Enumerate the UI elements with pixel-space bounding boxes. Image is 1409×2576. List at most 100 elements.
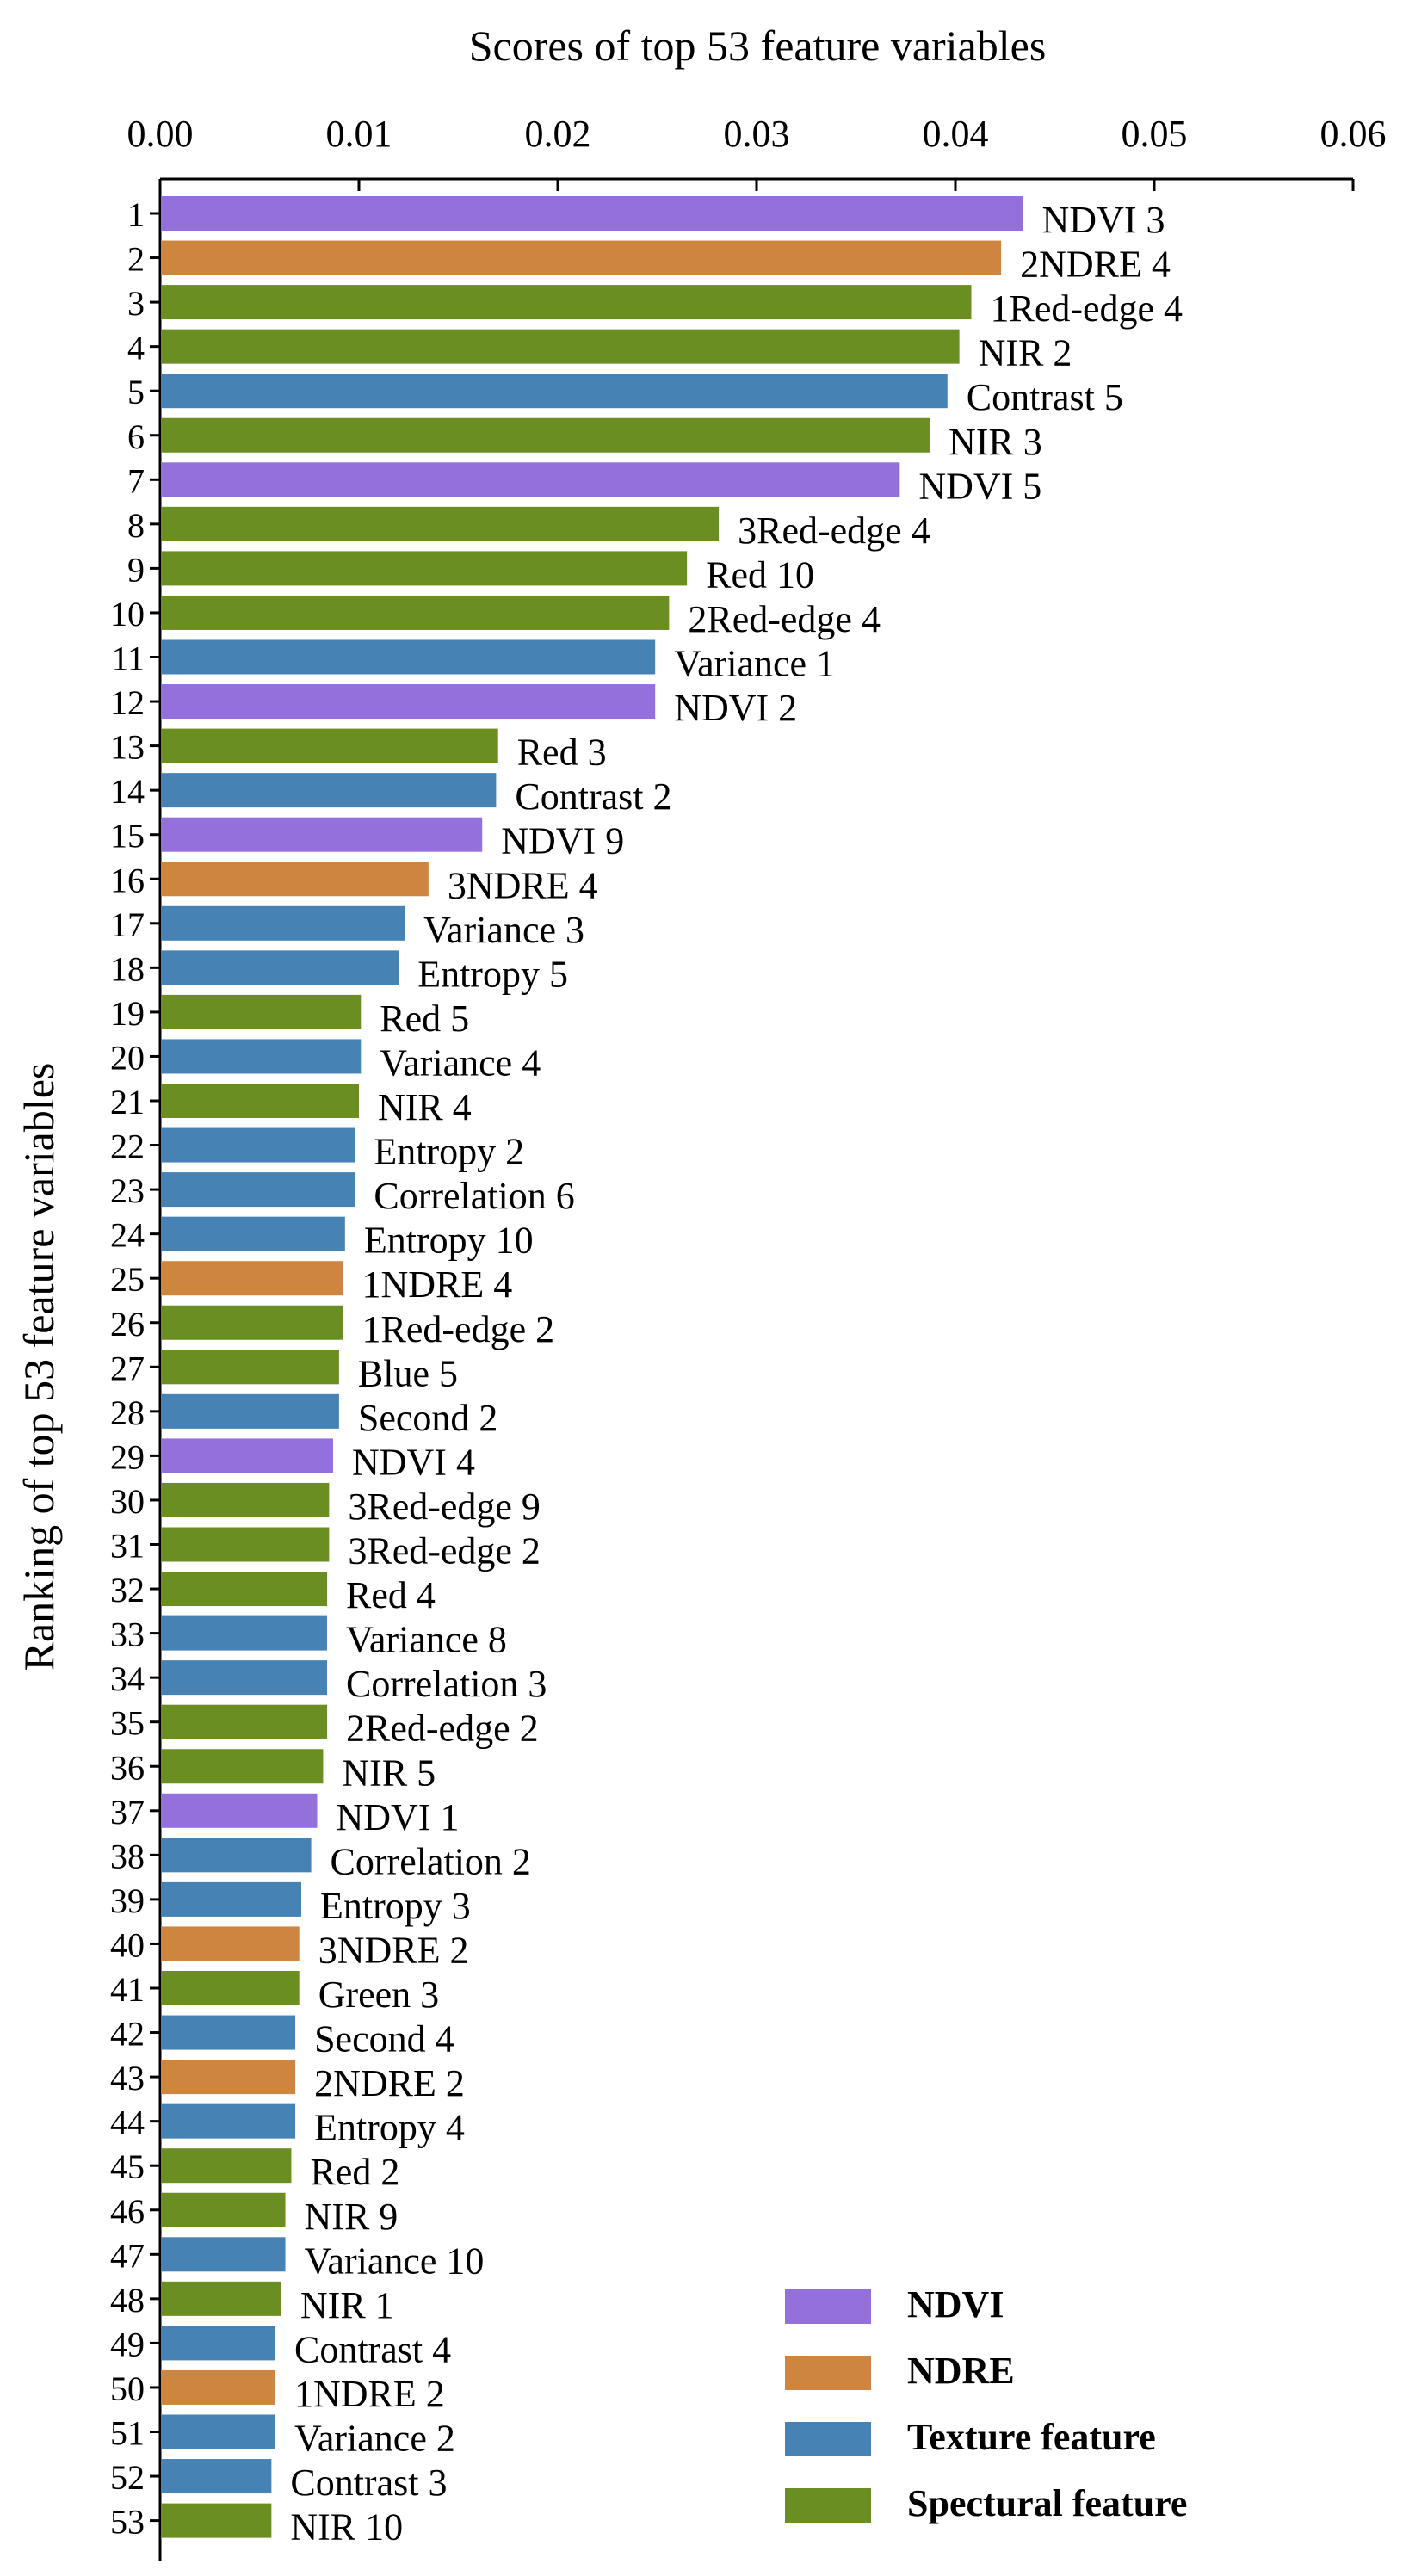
rank-label: 2 [127, 240, 145, 279]
rank-label: 18 [110, 949, 145, 988]
bar [161, 728, 498, 763]
rank-label: 29 [110, 1437, 145, 1476]
bar [161, 2192, 286, 2227]
x-tick-label: 0.01 [326, 113, 392, 155]
bar-label: Contrast 5 [967, 376, 1123, 418]
bar [161, 817, 483, 852]
bar [161, 2503, 272, 2538]
bar [161, 1527, 330, 1562]
bar [161, 417, 930, 453]
bar [161, 1704, 328, 1739]
rank-label: 39 [110, 1881, 145, 1920]
rank-label: 9 [127, 550, 145, 589]
bar-label: Second 2 [358, 1397, 498, 1439]
bar [161, 1438, 333, 1473]
rank-label: 32 [110, 1571, 145, 1609]
bar-label: Contrast 2 [515, 775, 671, 818]
rank-label: 51 [110, 2414, 145, 2453]
bar-label: Variance 10 [305, 2239, 485, 2282]
bar [161, 1127, 355, 1163]
rank-label: 37 [110, 1793, 145, 1832]
bar-label: NDVI 1 [336, 1796, 459, 1838]
bar-label: Correlation 6 [374, 1175, 574, 1217]
bar-label: NIR 3 [949, 421, 1042, 463]
rank-label: 17 [110, 905, 145, 944]
rank-label: 38 [110, 1837, 145, 1875]
bar [161, 1350, 339, 1385]
bar-label: Entropy 3 [320, 1885, 471, 1927]
rank-label: 28 [110, 1393, 145, 1432]
bar [161, 462, 900, 497]
rank-label: 40 [110, 1925, 145, 1964]
bar [161, 1482, 330, 1517]
legend-label: Texture feature [907, 2416, 1156, 2458]
bar-label: Green 3 [318, 1974, 440, 2016]
legend-swatch [785, 2289, 871, 2324]
bar [161, 862, 429, 897]
bar [161, 684, 656, 720]
bar-label: Blue 5 [358, 1352, 458, 1394]
bar [161, 1172, 355, 1208]
bar [161, 1615, 328, 1651]
bar [161, 329, 960, 364]
rank-label: 27 [110, 1349, 145, 1387]
rank-labels: 1234567891011121314151617181920212223242… [110, 195, 160, 2542]
bar-label: Variance 4 [380, 1041, 541, 1084]
rank-label: 25 [110, 1260, 145, 1299]
bar-label: 2Red-edge 4 [688, 598, 881, 640]
rank-label: 16 [110, 861, 145, 899]
bar [161, 595, 670, 630]
bar-label: Second 4 [314, 2018, 454, 2060]
rank-label: 23 [110, 1171, 145, 1210]
rank-label: 41 [110, 1970, 145, 2009]
rank-label: 26 [110, 1305, 145, 1344]
bar [161, 285, 972, 320]
bar-label: 2Red-edge 2 [346, 1708, 539, 1750]
bar [161, 950, 399, 985]
bar [161, 1393, 339, 1429]
bar-label: Correlation 2 [331, 1840, 531, 1882]
bar-label: Entropy 4 [314, 2107, 465, 2149]
bar-label: 2NDRE 2 [314, 2062, 465, 2104]
x-axis-ticks: 0.00 0.01 0.02 0.03 0.04 0.05 0.06 [127, 113, 1387, 191]
bar [161, 196, 1023, 231]
rank-label: 14 [110, 772, 145, 811]
bar-label: Red 5 [380, 998, 469, 1040]
bar-label: 1Red-edge 2 [362, 1308, 555, 1350]
rank-label: 10 [110, 595, 145, 633]
legend: NDVI NDRE Texture feature Spectural feature [785, 2283, 1187, 2524]
rank-label: 21 [110, 1083, 145, 1121]
bar [161, 2237, 286, 2272]
rank-label: 31 [110, 1527, 145, 1566]
bar [161, 2015, 296, 2050]
bar-label: NIR 10 [290, 2506, 403, 2548]
rank-label: 48 [110, 2281, 145, 2320]
rank-label: 44 [110, 2103, 145, 2142]
bar-label: 3NDRE 2 [318, 1929, 469, 1971]
bar [161, 240, 1002, 275]
bar-label: NIR 4 [378, 1086, 472, 1128]
bar [161, 2326, 275, 2361]
rank-label: 49 [110, 2325, 145, 2363]
bar [161, 2459, 272, 2494]
bar [161, 1838, 312, 1873]
bar [161, 2414, 275, 2449]
bar-label: NDVI 3 [1042, 199, 1165, 241]
bar-label: NDVI 9 [501, 820, 624, 862]
rank-label: 1 [127, 195, 145, 234]
bar [161, 551, 688, 586]
rank-label: 34 [110, 1659, 145, 1698]
bar-label: Variance 3 [423, 909, 584, 951]
bar-label: 1NDRE 2 [294, 2373, 445, 2415]
y-axis-label: Ranking of top 53 feature variables [15, 1063, 63, 1671]
rank-label: 11 [111, 639, 145, 678]
bar [161, 2369, 275, 2405]
bar-label: Correlation 3 [346, 1663, 547, 1705]
rank-label: 30 [110, 1482, 145, 1521]
rank-label: 15 [110, 817, 145, 856]
x-tick-label: 0.00 [127, 113, 194, 155]
bar-label: 3Red-edge 2 [348, 1530, 541, 1572]
rank-label: 24 [110, 1216, 145, 1255]
rank-label: 20 [110, 1038, 145, 1077]
